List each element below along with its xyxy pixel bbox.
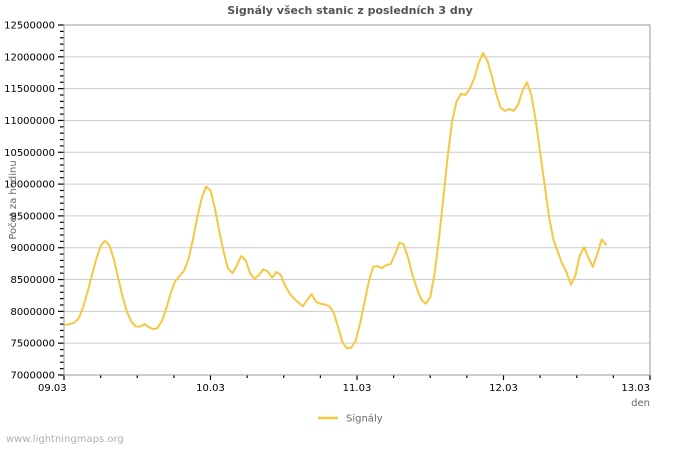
y-tick-label: 11500000 (4, 84, 55, 95)
data-series-signaly (64, 52, 608, 350)
y-tick-label: 9000000 (10, 243, 55, 254)
x-tick-label: 13.03 (621, 383, 650, 394)
y-tick-label: 8000000 (10, 307, 55, 318)
attribution-footer: www.lightningmaps.org (6, 434, 124, 445)
x-tick-label: 11.03 (343, 383, 372, 394)
y-axis-tick-labels: 7000000 7500000 8000000 8500000 9000000 95000… (4, 21, 55, 382)
x-axis-tick-labels: 09.03 10.03 11.03 12.03 13.03 (38, 383, 650, 394)
y-axis-ticks (58, 24, 64, 376)
chart-legend: Signály (318, 413, 383, 425)
y-tick-label: 7000000 (10, 371, 55, 382)
plot-border (63, 24, 651, 376)
y-axis-title: Počet za hodinu (7, 160, 19, 239)
y-tick-label: 9500000 (10, 211, 55, 222)
chart-title: Signály všech stanic z posledních 3 dny (227, 4, 473, 17)
plot-frame (63, 24, 651, 376)
x-tick-label: 12.03 (489, 383, 518, 394)
y-tick-label: 10000000 (4, 180, 55, 191)
x-axis-title: den (631, 398, 650, 409)
y-tick-label: 12000000 (4, 52, 55, 63)
gridlines (64, 24, 650, 376)
y-tick-label: 11000000 (4, 116, 55, 127)
axis-titles: den Počet za hodinu (7, 160, 650, 409)
y-tick-label: 12500000 (4, 21, 55, 32)
y-tick-label: 7500000 (10, 339, 55, 350)
x-tick-label: 09.03 (38, 383, 67, 394)
series-line-signaly (64, 52, 608, 350)
y-tick-label: 8500000 (10, 275, 55, 286)
x-tick-label: 10.03 (196, 383, 225, 394)
legend-label-signaly: Signály (346, 413, 383, 425)
x-axis-ticks (63, 375, 651, 380)
y-tick-label: 10500000 (4, 148, 55, 159)
